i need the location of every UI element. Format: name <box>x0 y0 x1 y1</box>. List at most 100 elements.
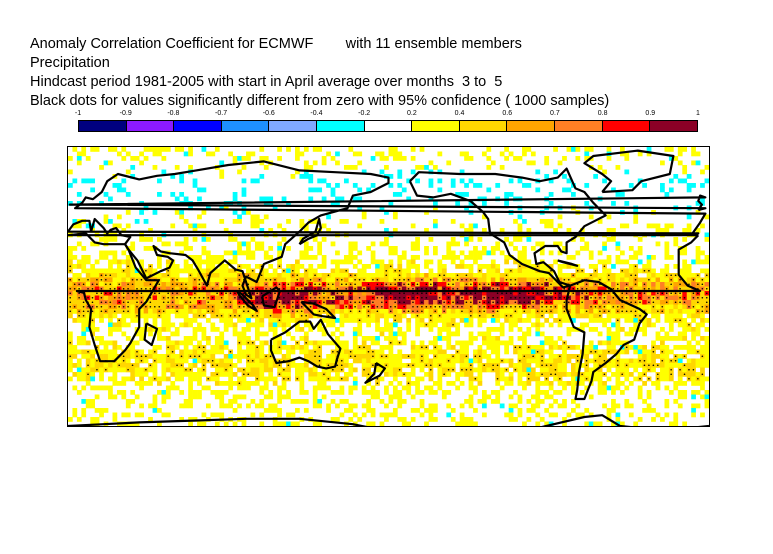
significance-dot <box>679 278 681 281</box>
correlation-cell <box>197 223 202 229</box>
correlation-cell <box>499 372 505 377</box>
correlation-cell <box>76 358 82 364</box>
correlation-cell <box>268 394 274 400</box>
correlation-cell <box>508 318 514 323</box>
correlation-cell <box>99 363 104 368</box>
correlation-cell <box>259 282 265 287</box>
correlation-cell <box>606 412 612 418</box>
correlation-cell <box>94 327 100 332</box>
correlation-cell <box>410 354 416 359</box>
correlation-cell <box>530 151 536 157</box>
correlation-cell <box>477 322 483 328</box>
significance-dot <box>171 296 174 299</box>
correlation-cell <box>290 336 296 341</box>
correlation-cell <box>339 273 345 278</box>
correlation-cell <box>677 268 683 274</box>
correlation-cell <box>237 219 242 224</box>
correlation-cell <box>700 322 705 328</box>
correlation-cell <box>406 264 412 269</box>
correlation-cell <box>361 385 367 391</box>
correlation-cell <box>530 322 536 328</box>
correlation-cells <box>68 147 709 426</box>
significance-dot <box>154 292 156 295</box>
correlation-cell <box>263 255 269 260</box>
correlation-cell <box>481 201 487 206</box>
correlation-cell <box>477 376 483 382</box>
correlation-cell <box>192 349 198 355</box>
correlation-cell <box>81 277 87 283</box>
correlation-cell <box>450 331 456 337</box>
correlation-cell <box>103 295 109 301</box>
significance-dot <box>514 283 517 286</box>
significance-dot <box>354 283 356 286</box>
correlation-cell <box>388 349 394 355</box>
correlation-cell <box>308 264 314 269</box>
correlation-cell <box>299 381 305 386</box>
correlation-cell <box>450 250 456 256</box>
correlation-cell <box>214 255 220 260</box>
correlation-cell <box>174 313 180 319</box>
correlation-cell <box>660 372 665 377</box>
correlation-cell <box>379 421 385 426</box>
correlation-cell <box>352 264 358 269</box>
correlation-cell <box>277 156 282 161</box>
correlation-cell <box>290 313 296 319</box>
correlation-cell <box>81 408 87 413</box>
correlation-cell <box>522 259 527 265</box>
significance-dot <box>443 287 445 290</box>
correlation-cell <box>250 151 256 157</box>
correlation-cell <box>139 259 144 265</box>
correlation-cell <box>606 259 612 265</box>
correlation-cell <box>459 300 465 305</box>
correlation-cell <box>410 358 416 364</box>
correlation-cell <box>668 376 674 382</box>
correlation-cell <box>410 349 416 355</box>
significance-dot <box>385 283 388 286</box>
correlation-cell <box>660 363 665 368</box>
correlation-cell <box>441 327 447 332</box>
correlation-cell <box>312 421 318 426</box>
correlation-cell <box>513 291 518 296</box>
correlation-cell <box>210 354 216 359</box>
correlation-cell <box>254 178 260 184</box>
correlation-cell <box>330 363 336 368</box>
correlation-cell <box>272 309 278 314</box>
correlation-cell <box>686 345 692 350</box>
correlation-cell <box>557 277 563 283</box>
correlation-cell <box>490 399 496 404</box>
correlation-cell <box>677 381 683 386</box>
correlation-cell <box>308 268 314 274</box>
correlation-cell <box>272 313 278 319</box>
correlation-cell <box>660 187 665 193</box>
correlation-cell <box>139 327 144 332</box>
correlation-cell <box>237 336 242 341</box>
correlation-cell <box>214 277 220 283</box>
correlation-cell <box>170 268 176 274</box>
correlation-cell <box>624 277 630 283</box>
correlation-cell <box>375 349 380 355</box>
correlation-cell <box>335 273 340 278</box>
correlation-cell <box>192 228 198 233</box>
significance-dot <box>465 292 468 295</box>
correlation-cell <box>317 421 323 426</box>
correlation-cell <box>517 354 523 359</box>
correlation-cell <box>704 363 709 368</box>
correlation-cell <box>575 412 581 418</box>
correlation-cell <box>130 349 136 355</box>
correlation-cell <box>352 183 358 188</box>
correlation-cell <box>584 241 590 247</box>
correlation-cell <box>673 385 679 391</box>
correlation-cell <box>446 318 452 323</box>
correlation-cell <box>219 367 225 373</box>
correlation-cell <box>526 268 532 274</box>
correlation-cell <box>686 264 692 269</box>
correlation-cell <box>691 259 696 265</box>
significance-dot <box>590 296 592 299</box>
correlation-cell <box>481 228 487 233</box>
correlation-cell <box>628 358 634 364</box>
correlation-cell <box>562 313 567 319</box>
correlation-cell <box>272 376 278 382</box>
correlation-cell <box>232 327 238 332</box>
correlation-cell <box>700 345 705 350</box>
correlation-cell <box>254 214 260 220</box>
